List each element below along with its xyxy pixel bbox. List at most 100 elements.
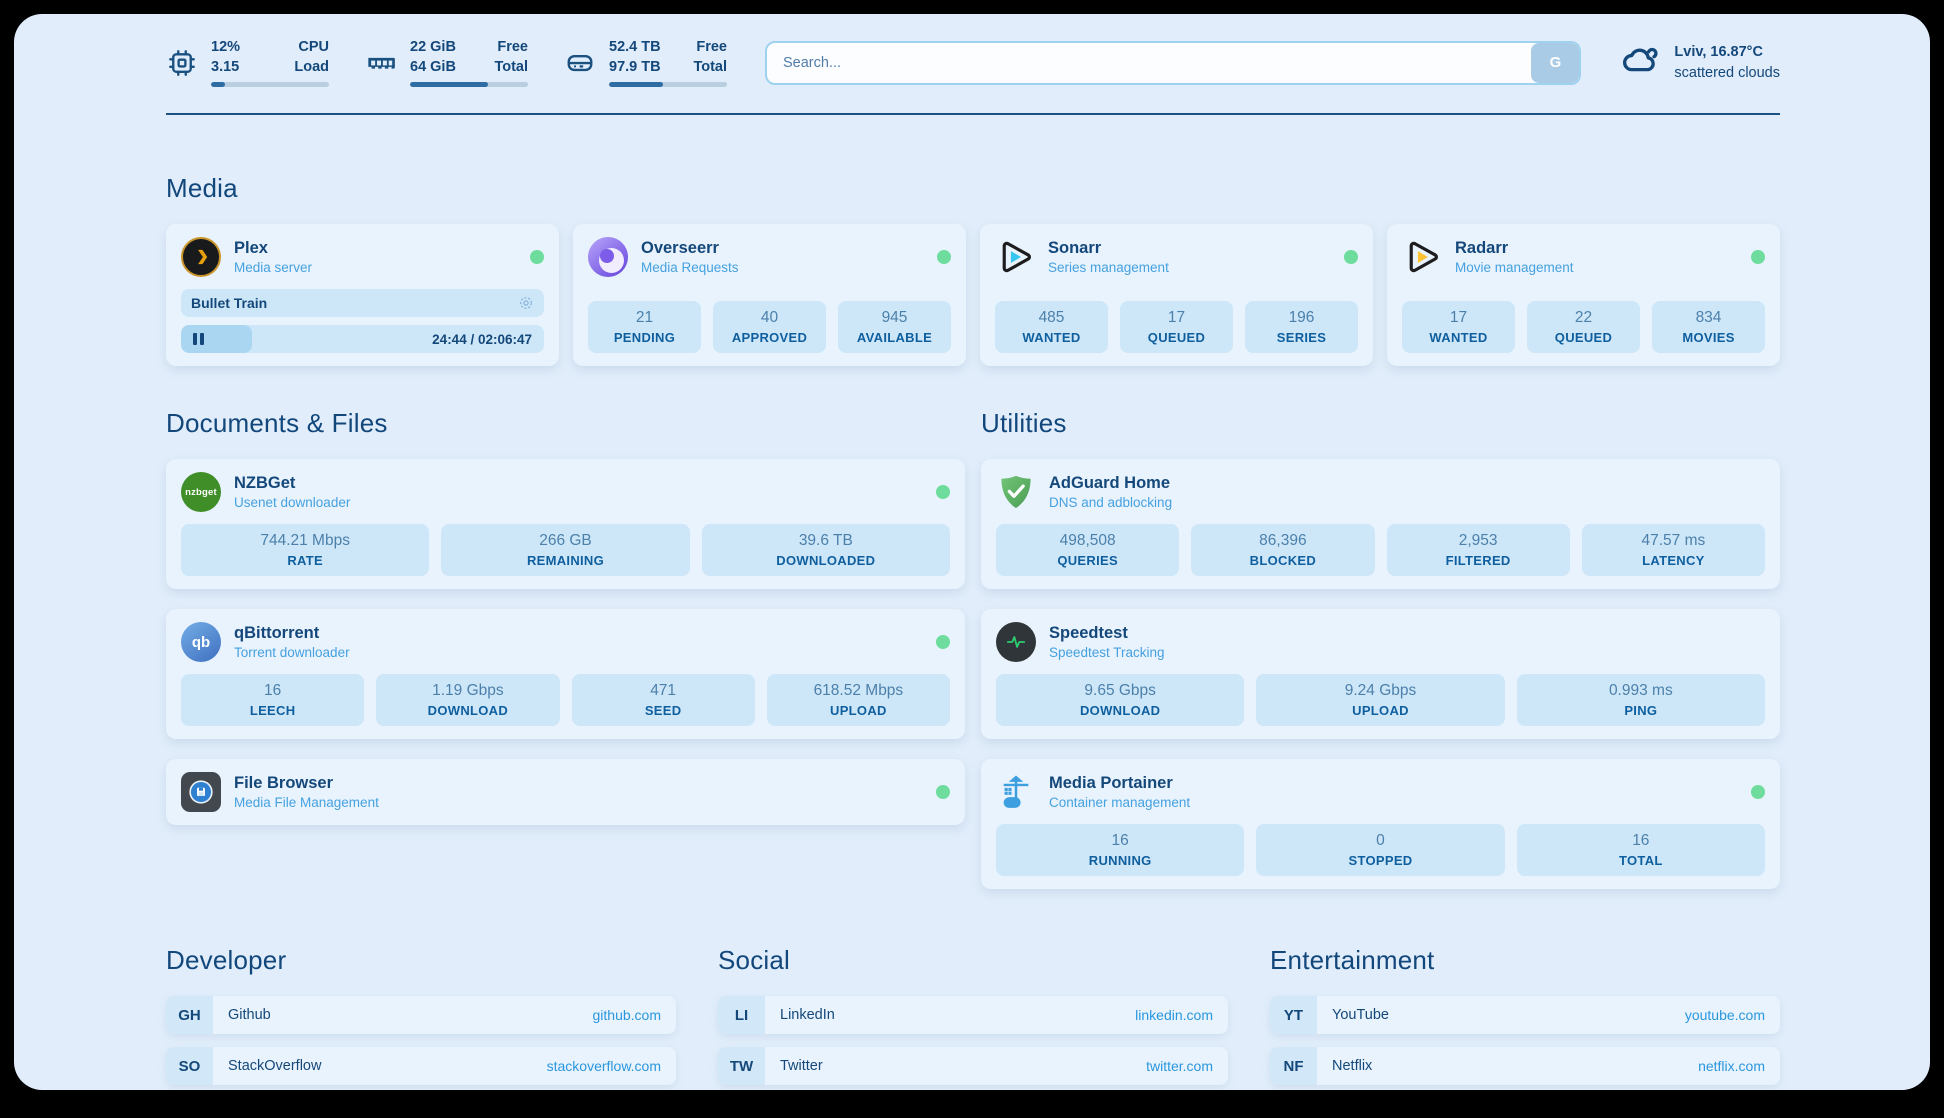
sonarr-stat-wanted: 485 WANTED xyxy=(995,301,1108,354)
cpu-progress-bar xyxy=(211,82,329,88)
twitter-abbr: TW xyxy=(718,1047,765,1086)
netflix-url[interactable]: netflix.com xyxy=(1698,1058,1765,1075)
service-card-overseerr[interactable]: Overseerr Media Requests 21 PENDING 40 A… xyxy=(573,224,966,367)
sonarr-status-dot xyxy=(1344,250,1358,265)
ram-icon xyxy=(365,47,397,79)
radarr-stat-movies: 834 MOVIES xyxy=(1652,301,1765,354)
ram-progress-bar xyxy=(410,82,528,88)
disk-free-label: Free xyxy=(696,39,727,55)
disk-free-value: 52.4 TB xyxy=(609,39,661,55)
nzbget-stat-remaining: 266 GB REMAINING xyxy=(441,524,690,577)
service-card-qbittorrent[interactable]: qb qBittorrent Torrent downloader 16 LEE… xyxy=(166,609,965,740)
search-input[interactable] xyxy=(767,42,1532,83)
service-card-portainer[interactable]: Media Portainer Container management 16 … xyxy=(981,759,1780,890)
plex-progress-fill xyxy=(181,325,252,354)
cpu-load-label: Load xyxy=(294,58,329,75)
qbittorrent-stat-seed: 471 SEED xyxy=(571,674,755,727)
linkedin-name: LinkedIn xyxy=(780,1007,835,1024)
service-card-filebrowser[interactable]: File Browser Media File Management xyxy=(166,759,965,826)
adguard-stat-latency: 47.57 ms LATENCY xyxy=(1581,524,1765,577)
weather-location-temp: Lviv, 16.87°C xyxy=(1674,44,1763,61)
overseerr-stat-pending: 21 PENDING xyxy=(588,301,701,354)
plex-name: Plex xyxy=(234,239,268,258)
twitter-name: Twitter xyxy=(780,1058,823,1075)
system-stats: 12% 3.15 CPU Load xyxy=(166,38,727,88)
bookmark-linkedin[interactable]: LI LinkedIn linkedin.com xyxy=(718,996,1228,1035)
service-card-speedtest[interactable]: Speedtest Speedtest Tracking 9.65 Gbps D… xyxy=(981,609,1780,740)
speedtest-name: Speedtest xyxy=(1049,624,1128,643)
adguard-stat-queries: 498,508 QUERIES xyxy=(996,524,1180,577)
portainer-stat-total: 16 TOTAL xyxy=(1516,824,1765,877)
nzbget-stat-downloaded: 39.6 TB DOWNLOADED xyxy=(701,524,950,577)
netflix-name: Netflix xyxy=(1332,1058,1373,1075)
search-engine-button[interactable]: G xyxy=(1531,42,1580,83)
bookmark-github[interactable]: GH Github github.com xyxy=(166,996,676,1035)
plex-playback-progress: 24:44 / 02:06:47 xyxy=(181,325,544,354)
developer-section-title: Developer xyxy=(166,945,287,976)
nzbget-subtitle: Usenet downloader xyxy=(234,495,351,511)
ram-total-value: 64 GiB xyxy=(410,58,456,75)
speedtest-stat-ping: 0.993 ms PING xyxy=(1516,674,1765,727)
speedtest-subtitle: Speedtest Tracking xyxy=(1049,645,1165,661)
linkedin-url[interactable]: linkedin.com xyxy=(1135,1007,1213,1024)
service-card-adguard[interactable]: AdGuard Home DNS and adblocking 498,508 … xyxy=(981,459,1780,590)
utilities-section-title: Utilities xyxy=(981,408,1067,439)
radarr-status-dot xyxy=(1751,250,1765,265)
ram-free-value: 22 GiB xyxy=(410,39,456,55)
filebrowser-status-dot xyxy=(936,785,950,800)
portainer-icon xyxy=(996,772,1036,812)
bookmark-youtube[interactable]: YT YouTube youtube.com xyxy=(1270,996,1780,1035)
service-card-plex[interactable]: Plex Media server Bullet Train xyxy=(166,224,559,367)
qbittorrent-stat-download: 1.19 Gbps DOWNLOAD xyxy=(376,674,560,727)
service-card-radarr[interactable]: Radarr Movie management 17 WANTED 22 QUE… xyxy=(1387,224,1780,367)
overseerr-name: Overseerr xyxy=(641,239,719,258)
disc-icon[interactable] xyxy=(518,295,534,311)
stackoverflow-abbr: SO xyxy=(166,1047,213,1086)
qbittorrent-status-dot xyxy=(936,635,950,650)
overseerr-stat-available: 945 AVAILABLE xyxy=(838,301,951,354)
qbittorrent-icon: qb xyxy=(181,622,221,663)
cpu-stat-group: 12% 3.15 CPU Load xyxy=(166,38,329,88)
netflix-abbr: NF xyxy=(1270,1047,1317,1086)
disk-progress-fill xyxy=(609,82,664,88)
portainer-subtitle: Container management xyxy=(1049,795,1191,811)
portainer-stat-stopped: 0 STOPPED xyxy=(1256,824,1505,877)
portainer-stat-running: 16 RUNNING xyxy=(996,824,1245,877)
cpu-label: CPU xyxy=(298,39,329,55)
top-bar: 12% 3.15 CPU Load xyxy=(166,38,1780,88)
radarr-stat-queued: 22 QUEUED xyxy=(1527,301,1640,354)
bookmark-netflix[interactable]: NF Netflix netflix.com xyxy=(1270,1047,1780,1086)
service-card-nzbget[interactable]: nzbget NZBGet Usenet downloader 744.21 M… xyxy=(166,459,965,590)
disk-stat-group: 52.4 TB 97.9 TB Free Total xyxy=(564,38,727,88)
github-url[interactable]: github.com xyxy=(592,1007,661,1024)
overseerr-stat-approved: 40 APPROVED xyxy=(713,301,826,354)
adguard-subtitle: DNS and adblocking xyxy=(1049,495,1173,511)
adguard-stat-filtered: 2,953 FILTERED xyxy=(1386,524,1570,577)
plex-now-playing-row: Bullet Train xyxy=(181,289,544,318)
overseerr-status-dot xyxy=(937,250,951,265)
twitter-url[interactable]: twitter.com xyxy=(1146,1058,1213,1075)
disk-total-label: Total xyxy=(693,58,727,75)
sonarr-stat-series: 196 SERIES xyxy=(1245,301,1358,354)
youtube-url[interactable]: youtube.com xyxy=(1684,1007,1765,1024)
github-abbr: GH xyxy=(166,996,213,1035)
adguard-name: AdGuard Home xyxy=(1049,474,1171,493)
service-card-sonarr[interactable]: Sonarr Series management 485 WANTED 17 Q… xyxy=(980,224,1373,367)
dashboard-page: 12% 3.15 CPU Load xyxy=(14,14,1930,1090)
ram-stat-group: 22 GiB 64 GiB Free Total xyxy=(365,38,528,88)
disk-total-value: 97.9 TB xyxy=(609,58,661,75)
section-social: Social LI LinkedIn linkedin.com TW Twitt… xyxy=(718,945,1228,1090)
plex-icon xyxy=(181,237,221,278)
header-divider xyxy=(166,113,1780,116)
entertainment-section-title: Entertainment xyxy=(1270,945,1435,976)
qbittorrent-stat-leech: 16 LEECH xyxy=(181,674,365,727)
plex-subtitle: Media server xyxy=(234,260,313,276)
plex-playback-time: 24:44 / 02:06:47 xyxy=(432,331,532,347)
bookmark-twitter[interactable]: TW Twitter twitter.com xyxy=(718,1047,1228,1086)
qbittorrent-stat-upload: 618.52 Mbps UPLOAD xyxy=(766,674,950,727)
bookmark-stackoverflow[interactable]: SO StackOverflow stackoverflow.com xyxy=(166,1047,676,1086)
section-media: Media Plex Media server Bullet Train xyxy=(166,173,1780,367)
nzbget-status-dot xyxy=(936,485,950,500)
stackoverflow-url[interactable]: stackoverflow.com xyxy=(546,1058,661,1075)
adguard-icon xyxy=(996,472,1036,512)
